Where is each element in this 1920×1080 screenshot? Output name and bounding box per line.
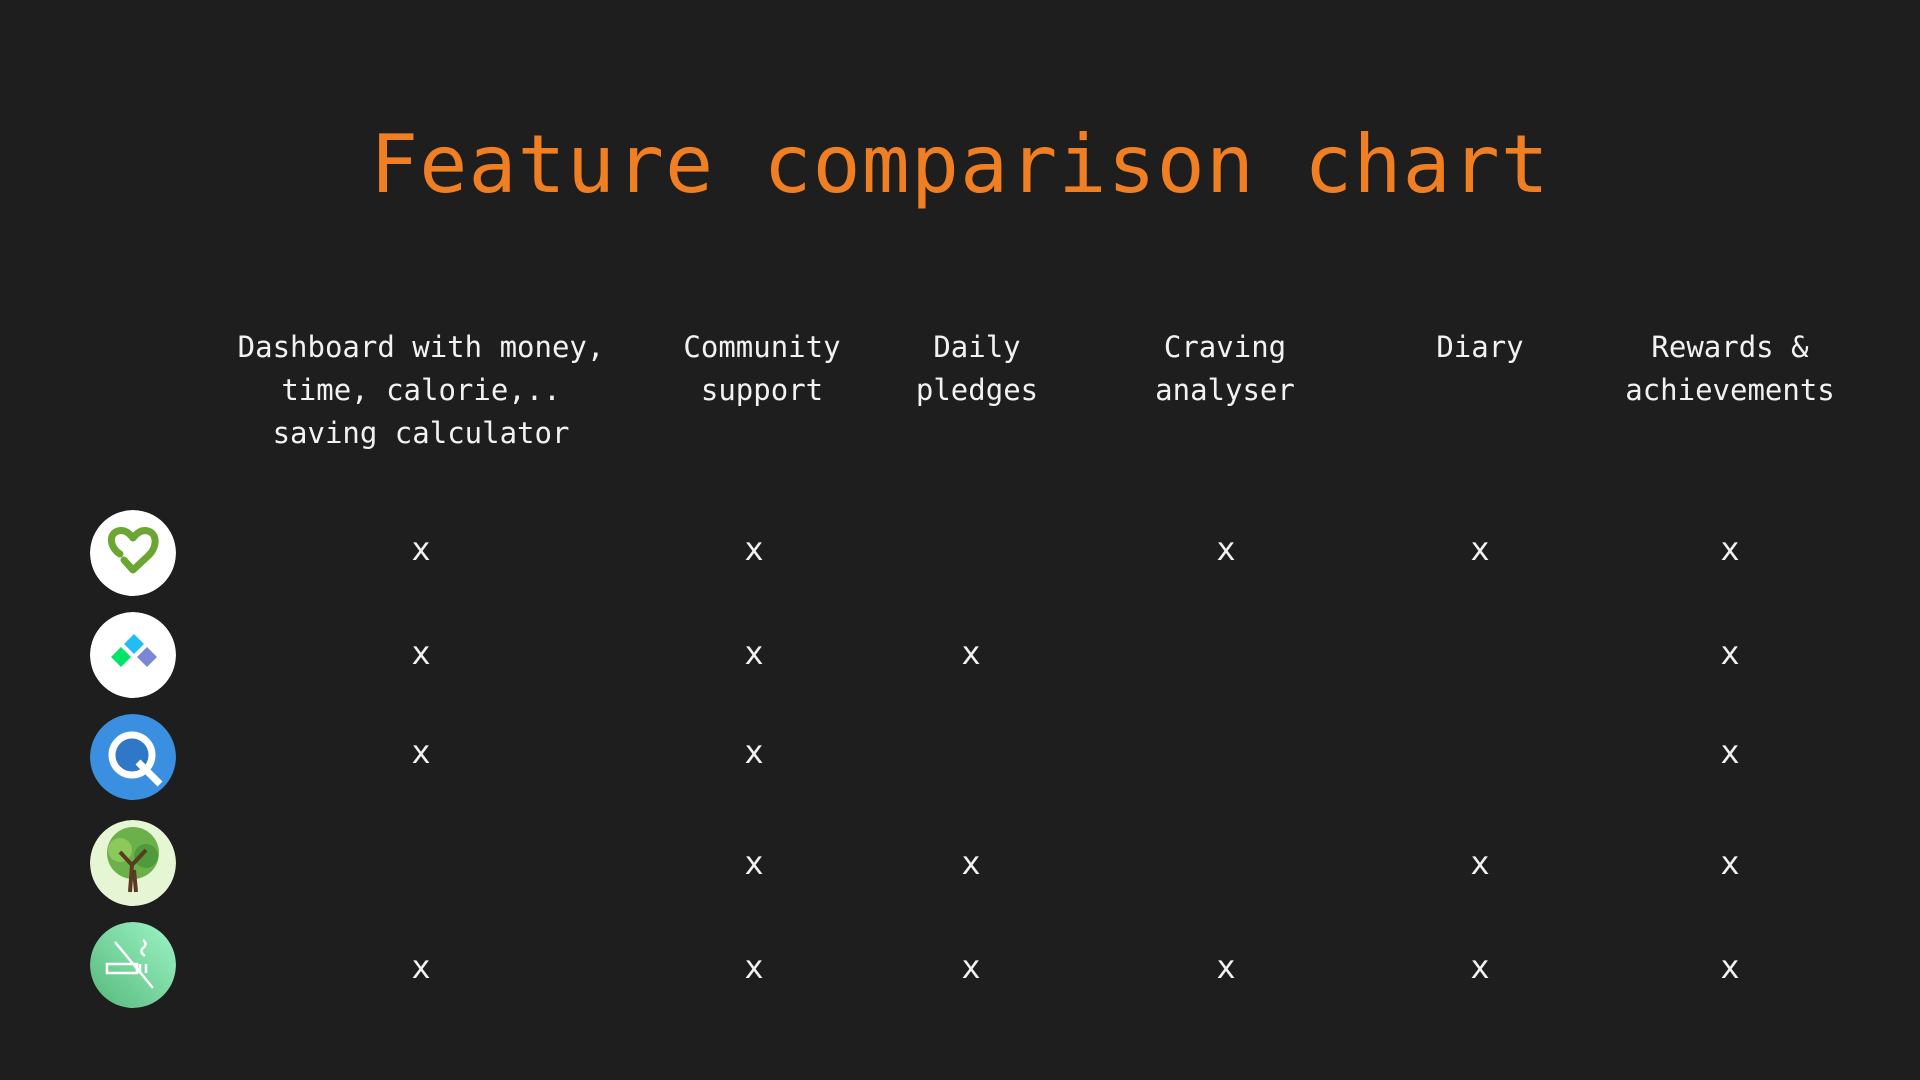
feature-check-mark: x [411,634,431,672]
diamond-tiles-icon [90,612,176,698]
feature-check-mark: x [411,948,431,986]
feature-check-mark: x [1470,844,1490,882]
feature-check-mark: x [744,844,764,882]
feature-check-mark: x [744,948,764,986]
feature-check-mark: x [1216,530,1236,568]
feature-check-mark: x [1470,948,1490,986]
page-title: Feature comparison chart [370,118,1550,211]
feature-check-mark: x [961,634,981,672]
feature-check-mark: x [1720,530,1740,568]
column-header-diary: Diary [1436,330,1524,364]
feature-check-mark: x [744,530,764,568]
feature-check-mark: x [1720,733,1740,771]
feature-check-mark: x [961,844,981,882]
column-header-rewards: Rewards & achievements [1625,330,1835,407]
column-header-pledges: Daily pledges [915,330,1039,407]
column-header-community: Community support [683,330,841,407]
q-cigarette-icon [90,714,176,800]
feature-check-mark: x [744,733,764,771]
feature-check-mark: x [744,634,764,672]
feature-check-mark: x [961,948,981,986]
feature-check-mark: x [411,530,431,568]
feature-check-mark: x [1720,634,1740,672]
feature-check-mark: x [1216,948,1236,986]
column-header-craving: Craving analyser [1155,330,1295,407]
feature-check-mark: x [411,733,431,771]
feature-check-mark: x [1720,844,1740,882]
feature-check-mark: x [1470,530,1490,568]
feature-check-mark: x [1720,948,1740,986]
tree-icon [90,820,176,906]
column-header-dashboard: Dashboard with money, time, calorie,.. s… [237,330,605,450]
no-smoking-icon [90,922,176,1008]
heart-check-icon [90,510,176,596]
